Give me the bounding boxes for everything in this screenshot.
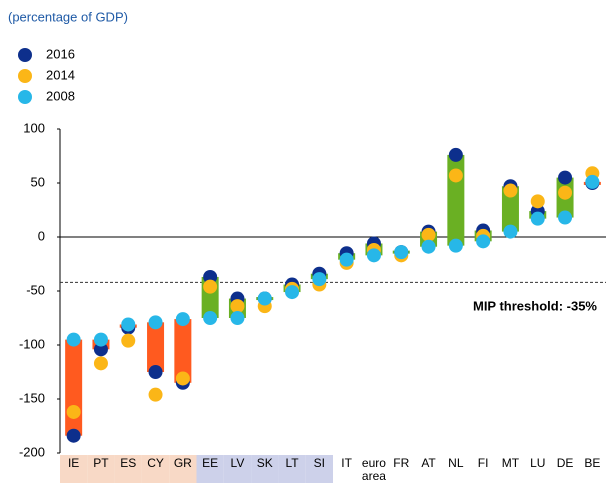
marker (175, 312, 190, 327)
marker (421, 227, 436, 242)
marker (230, 311, 245, 325)
x-tick-label: EE (202, 456, 219, 470)
legend-label: 2008 (46, 88, 75, 103)
marker (93, 332, 108, 347)
marker (530, 194, 545, 209)
legend-marker (18, 90, 32, 104)
marker (585, 174, 600, 189)
range-bar (501, 186, 519, 232)
category-shading (251, 455, 279, 483)
x-tick-label: SK (256, 456, 273, 470)
y-tick-label: 0 (38, 228, 45, 243)
marker (148, 365, 163, 379)
marker (66, 404, 81, 419)
legend-label: 2014 (46, 67, 75, 82)
marker (448, 168, 463, 183)
category-shading (114, 455, 142, 483)
category-shading (223, 455, 252, 483)
x-tick-label: IE (67, 456, 80, 470)
marker (148, 315, 163, 330)
category-shading (278, 455, 306, 483)
marker (203, 311, 218, 325)
marker (503, 183, 518, 198)
x-tick-label: DE (556, 456, 574, 470)
marker (530, 211, 545, 226)
legend-label: 2016 (46, 46, 75, 61)
marker (66, 332, 81, 347)
marker (66, 428, 81, 443)
x-tick-label: euro area (361, 456, 386, 483)
marker (203, 279, 218, 294)
x-tick-label: MT (501, 456, 520, 470)
legend-marker (18, 69, 32, 83)
marker (285, 285, 300, 300)
marker (93, 342, 108, 357)
y-tick-label: -150 (19, 390, 45, 405)
y-tick-label: -100 (19, 336, 45, 351)
range-bar (65, 339, 83, 436)
marker (558, 185, 573, 200)
x-tick-label: IT (341, 456, 352, 470)
x-tick-label: FI (477, 456, 489, 470)
marker (257, 291, 272, 306)
marker (421, 239, 436, 254)
category-shading (87, 455, 115, 483)
marker (448, 147, 463, 162)
range-bar (174, 319, 192, 383)
x-tick-label: LV (230, 456, 245, 470)
subtitle: (percentage of GDP) (8, 9, 128, 24)
category-shading (60, 455, 88, 483)
marker (366, 248, 381, 263)
x-tick-label: BE (584, 456, 601, 470)
marker (339, 252, 354, 267)
marker (121, 333, 136, 348)
x-tick-label: NL (448, 456, 464, 470)
marker (230, 299, 245, 314)
annotation: MIP threshold: -35% (473, 298, 597, 313)
x-tick-label: GR (173, 456, 192, 470)
y-tick-label: 50 (31, 174, 45, 189)
x-tick-label: SI (313, 456, 326, 470)
x-tick-label: ES (120, 456, 137, 470)
marker (558, 170, 573, 185)
y-tick-label: -200 (19, 444, 45, 459)
marker (148, 387, 163, 402)
y-tick-label: -50 (26, 282, 45, 297)
x-tick-label: AT (421, 456, 436, 470)
marker (448, 238, 463, 253)
marker (121, 317, 136, 332)
x-tick-label: PT (93, 456, 109, 470)
marker (503, 224, 518, 239)
category-shading (141, 455, 170, 483)
marker (312, 272, 327, 287)
marker (93, 356, 108, 371)
category-shading (196, 455, 224, 483)
legend-marker (18, 48, 32, 62)
range-bar (147, 322, 165, 372)
marker (558, 210, 573, 225)
category-shading (305, 455, 333, 483)
y-tick-label: 100 (23, 120, 45, 135)
marker (476, 234, 491, 249)
marker (175, 371, 190, 386)
category-shading (169, 455, 197, 483)
x-tick-label: LU (530, 456, 546, 470)
x-tick-label: LT (285, 456, 299, 470)
x-tick-label: CY (147, 456, 164, 470)
marker (394, 245, 409, 260)
marker (203, 269, 218, 284)
x-tick-label: FR (393, 456, 410, 470)
